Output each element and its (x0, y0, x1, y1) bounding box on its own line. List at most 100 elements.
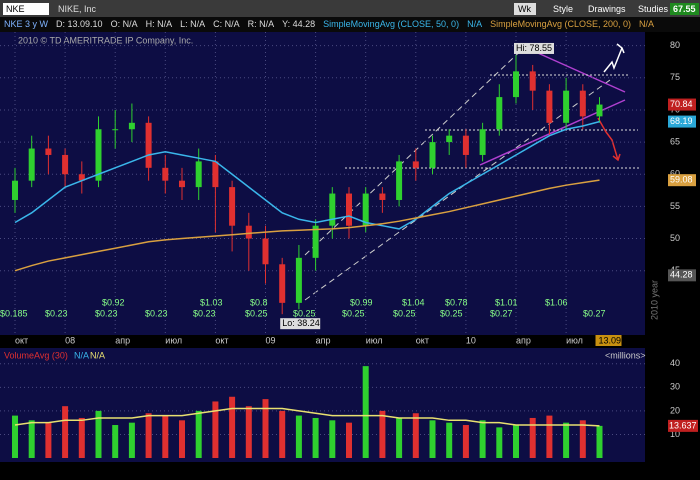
volume-bar (78, 417, 85, 458)
y-tick-label: 75 (670, 72, 680, 82)
arrow-head (616, 43, 625, 54)
symbol-input[interactable] (3, 3, 49, 15)
y-tick-label: 60 (670, 169, 680, 179)
moving-average (14, 179, 600, 272)
y-tick-label: 50 (670, 233, 680, 243)
earnings: $1.06 (545, 297, 568, 307)
y-tick-label: 65 (670, 136, 680, 146)
candle-body (229, 187, 236, 226)
candle-body (362, 193, 369, 226)
candle-body (546, 90, 553, 123)
candle-body (78, 174, 85, 181)
volume-unit: <millions> (605, 350, 646, 360)
dividend: $0.25 (245, 308, 268, 318)
volume-bar (496, 427, 503, 458)
volume-bar (596, 425, 603, 458)
y-tick-label: 10 (670, 429, 680, 439)
info-text: L: N/A (180, 19, 205, 29)
volume-bar (412, 413, 419, 458)
price-marker: 68.19 (670, 116, 693, 126)
y-tick-label: 30 (670, 382, 680, 392)
volume-marker-box (668, 419, 698, 432)
dividend: $0.25 (393, 308, 416, 318)
candle-body (95, 129, 102, 181)
dividend: $0.23 (145, 308, 168, 318)
x-tick-label: окт (416, 335, 429, 345)
volume-bar (362, 366, 369, 458)
x-tick-label: апр (316, 335, 331, 345)
volume-bar (179, 420, 185, 458)
y-tick-label: 80 (670, 40, 680, 50)
price-marker: 59.08 (670, 175, 693, 185)
volume-bar (28, 420, 35, 458)
volume-bar (346, 422, 352, 458)
dividend: $0.23 (193, 308, 216, 318)
volume-avg (14, 407, 600, 427)
dividend: $0.25 (440, 308, 463, 318)
candle-body (312, 225, 319, 258)
candle-body (279, 264, 286, 303)
volume-bar (62, 406, 69, 458)
info-text: R: N/A (248, 19, 275, 29)
info-text: NKE 3 y W (4, 19, 49, 29)
price-marker-box (668, 98, 696, 111)
volume-bar (462, 425, 469, 458)
info-text: D: 13.09.10 (56, 19, 103, 29)
candle-body (379, 193, 386, 200)
annotation-box (514, 42, 554, 54)
price-marker: 70.84 (670, 99, 693, 109)
info-bar (0, 17, 700, 32)
price-marker: 44.28 (670, 270, 693, 280)
dividend: $0.185 (0, 308, 28, 318)
x-tick-label: окт (215, 335, 228, 345)
price-marker-box (668, 269, 696, 282)
volume-bar (529, 417, 536, 458)
button[interactable]: Drawings (588, 4, 626, 14)
price-marker-box (668, 115, 696, 128)
candle-body (412, 161, 419, 168)
candle-body (62, 154, 69, 175)
y-tick-label: 55 (670, 201, 680, 211)
copyright: 2010 © TD AMERITRADE IP Company, Inc. (18, 35, 193, 45)
x-tick-label: июл (566, 335, 583, 345)
volume-bar (245, 406, 252, 458)
x-tick-label: июл (366, 335, 383, 345)
earnings: $0.99 (350, 297, 373, 307)
moving-average (14, 120, 600, 230)
trend-line (304, 79, 611, 301)
volume-bar (563, 422, 570, 458)
volume-bar (12, 415, 18, 458)
volume-bar (379, 410, 386, 458)
price-panel (0, 32, 645, 335)
button[interactable]: Style (553, 4, 573, 14)
volume-bar (112, 425, 119, 458)
button[interactable]: Studies (638, 4, 669, 14)
volume-bar (195, 410, 202, 458)
volume-bar (145, 413, 152, 458)
earnings: $0.78 (445, 297, 468, 307)
candle-body (329, 193, 336, 226)
x-tick-label: июл (165, 335, 182, 345)
candle-body (45, 148, 52, 155)
period-button[interactable] (514, 3, 536, 15)
candle-body (212, 161, 219, 188)
candle-body (195, 161, 202, 188)
dividend: $0.25 (342, 308, 365, 318)
x-tick-label: 13.09 (599, 335, 622, 345)
date-box (595, 335, 622, 346)
arrow-head (612, 153, 621, 162)
year-label: 2010 year (649, 280, 659, 320)
arrow (597, 117, 619, 161)
volume-bar (279, 410, 286, 458)
info-text: C: N/A (213, 19, 240, 29)
info-text: O: N/A (111, 19, 138, 29)
volume-marker: 13.637 (669, 420, 697, 430)
candle-body (396, 161, 403, 200)
volume-bar (329, 420, 336, 458)
candle-body (513, 71, 519, 98)
price-marker-box (668, 174, 696, 187)
volume-bar (513, 425, 519, 458)
volume-bar (546, 415, 553, 458)
study-label: SimpleMovingAvg (CLOSE, 200, 0) (490, 19, 631, 29)
